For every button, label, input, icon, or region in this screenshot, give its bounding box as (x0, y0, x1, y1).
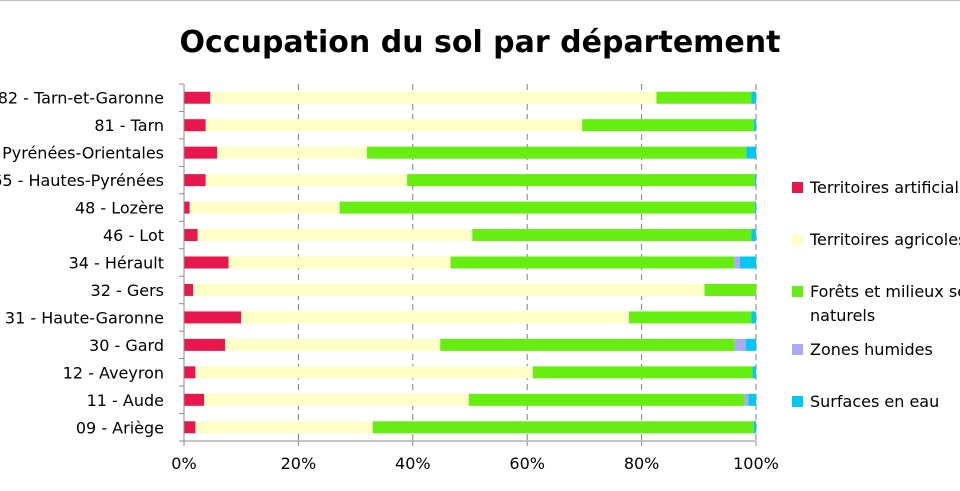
bar-segment (753, 119, 756, 132)
bar-segment (184, 311, 242, 324)
y-tick-label: 66 - Pyrénées-Orientales (0, 144, 164, 163)
bar-segment (184, 119, 206, 132)
bar-segment (241, 311, 630, 324)
y-tick-label: 82 - Tarn-et-Garonne (0, 89, 164, 108)
x-tick-label: 0% (171, 454, 196, 473)
chart-title: Occupation du sol par département (180, 25, 781, 60)
bar-segment (582, 119, 754, 132)
legend-swatch (792, 182, 803, 193)
bar-segment (210, 91, 657, 104)
bar-segment (184, 229, 198, 242)
bar-segment (204, 393, 469, 406)
bar-segment (184, 201, 190, 214)
bar-segment (734, 338, 746, 351)
bar-segment (744, 393, 749, 406)
bar-segment (745, 338, 756, 351)
bar-segment (195, 366, 533, 379)
bar-segment (205, 174, 408, 187)
x-tick-label: 100% (733, 454, 779, 473)
bar-segment (704, 283, 756, 296)
bars (184, 91, 756, 434)
bar-segment (468, 393, 745, 406)
bar-segment (217, 146, 368, 159)
y-tick-label: 09 - Ariège (76, 418, 164, 437)
bar-segment (184, 283, 194, 296)
y-tick-label: 81 - Tarn (94, 116, 164, 135)
bar-segment (472, 229, 752, 242)
y-tick-label: 46 - Lot (103, 226, 164, 245)
bar-segment (748, 393, 756, 406)
legend-swatch (792, 234, 803, 245)
bar-segment (751, 229, 756, 242)
axes: 0% 20% 40% 60% 80% 100% 82 - Tarn-et-Garonne 81… (0, 83, 779, 473)
bar-segment (225, 338, 441, 351)
bar-segment (739, 256, 756, 269)
bar-segment (197, 229, 473, 242)
bar-segment (184, 366, 196, 379)
legend-swatch (792, 344, 803, 355)
y-tick-label: 12 - Aveyron (63, 363, 164, 382)
bar-segment (754, 174, 756, 187)
bar-segment (746, 146, 756, 159)
bar-segment (372, 421, 754, 434)
bar-segment (205, 119, 583, 132)
y-tick-label: 30 - Gard (89, 336, 164, 355)
legend-label: Territoires agricoles (809, 230, 960, 249)
y-tick-label: 11 - Aude (87, 391, 164, 410)
bar-segment (184, 91, 211, 104)
y-tick-label: 34 - Hérault (69, 254, 164, 273)
y-tick-label: 65 - Hautes-Pyrénées (0, 171, 164, 190)
bar-segment (734, 256, 740, 269)
bar-segment (532, 366, 753, 379)
legend-label: Surfaces en eau (810, 392, 939, 411)
x-tick-label: 40% (395, 454, 431, 473)
legend-label: naturels (810, 306, 875, 325)
bar-segment (754, 201, 756, 214)
bar-segment (656, 91, 752, 104)
bar-segment (367, 146, 747, 159)
bar-segment (751, 311, 756, 324)
y-tick-label: 48 - Lozère (75, 199, 164, 218)
bar-segment (184, 338, 226, 351)
bar-segment (189, 201, 340, 214)
bar-segment (195, 421, 373, 434)
bar-segment (184, 146, 218, 159)
bar-segment (184, 256, 229, 269)
bar-segment (228, 256, 451, 269)
legend-label: Territoires artificialisés (809, 178, 960, 197)
bar-segment (629, 311, 752, 324)
x-tick-label: 20% (281, 454, 317, 473)
x-tick-label: 80% (624, 454, 660, 473)
legend-label: Zones humides (810, 340, 933, 359)
bar-segment (193, 283, 705, 296)
bar-segment (339, 201, 755, 214)
bar-segment (184, 421, 196, 434)
bar-segment (184, 393, 205, 406)
bar-segment (450, 256, 735, 269)
bar-segment (407, 174, 755, 187)
y-tick-label: 31 - Haute-Garonne (5, 308, 164, 327)
legend: Territoires artificialisés Territoires ag… (792, 178, 960, 411)
y-tick-label: 32 - Gers (91, 281, 164, 300)
legend-swatch (792, 396, 803, 407)
bar-segment (752, 366, 756, 379)
bar-segment (753, 421, 756, 434)
x-tick-label: 60% (509, 454, 545, 473)
bar-segment (440, 338, 735, 351)
bar-segment (184, 174, 206, 187)
chart-frame-top-border (0, 0, 960, 1)
legend-swatch (792, 286, 803, 297)
legend-label: Forêts et milieux semi- (810, 282, 960, 301)
bar-segment (751, 91, 756, 104)
